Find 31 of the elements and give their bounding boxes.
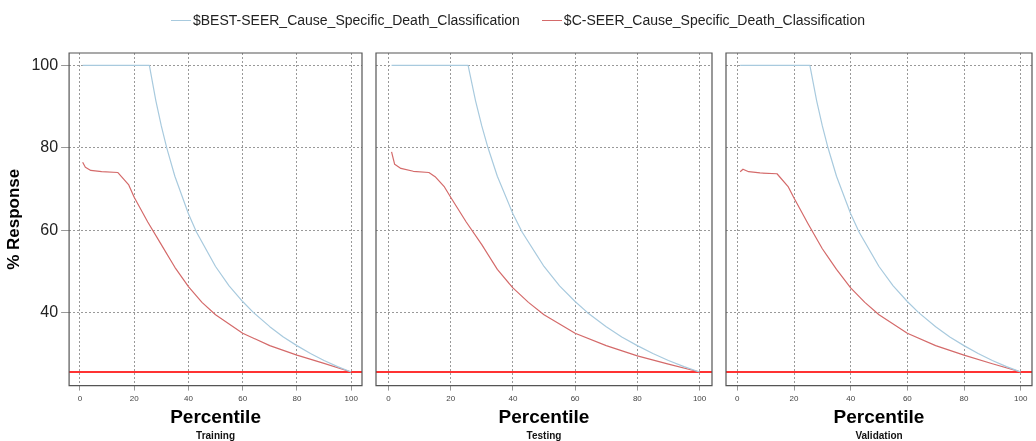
text: Testing	[526, 430, 562, 441]
x-tick-label: 80	[292, 393, 302, 403]
x-tick-label: 60	[570, 393, 581, 403]
x-axis-title: Percentile	[833, 405, 925, 427]
text: Training	[196, 430, 235, 441]
legend-label: $BEST-SEER_Cause_Specific_Death_Classification	[193, 12, 520, 28]
x-tick-label: 0	[386, 393, 392, 403]
x-tick-label: 40	[508, 393, 518, 403]
x-tick-label: 100	[344, 393, 359, 403]
y-tick-label: 100	[31, 55, 59, 73]
x-tick-label: 60	[238, 393, 248, 403]
y-tick-label: 60	[40, 220, 59, 238]
x-tick-label: 40	[846, 393, 856, 403]
y-tick-label: 80	[40, 138, 59, 156]
x-tick-label: 40	[183, 393, 194, 403]
y-tick-label: 40	[40, 303, 59, 321]
x-tick-label: 0	[77, 393, 83, 403]
y-axis-title: % Response	[3, 168, 23, 270]
x-tick-label: 100	[1013, 393, 1028, 403]
x-tick-label: 80	[632, 393, 643, 403]
x-tick-label: 80	[959, 393, 969, 403]
x-tick-label: 20	[129, 393, 140, 403]
x-tick-label: 100	[692, 393, 707, 403]
x-axis-title: Percentile	[170, 405, 261, 427]
x-tick-label: 60	[902, 393, 913, 403]
legend-label: $C-SEER_Cause_Specific_Death_Classification	[563, 12, 865, 28]
x-tick-label: 20	[446, 393, 456, 403]
x-tick-label: 20	[789, 393, 799, 403]
x-axis-title: Percentile	[498, 405, 590, 427]
x-tick-label: 0	[735, 393, 741, 403]
text: Validation	[855, 430, 903, 441]
